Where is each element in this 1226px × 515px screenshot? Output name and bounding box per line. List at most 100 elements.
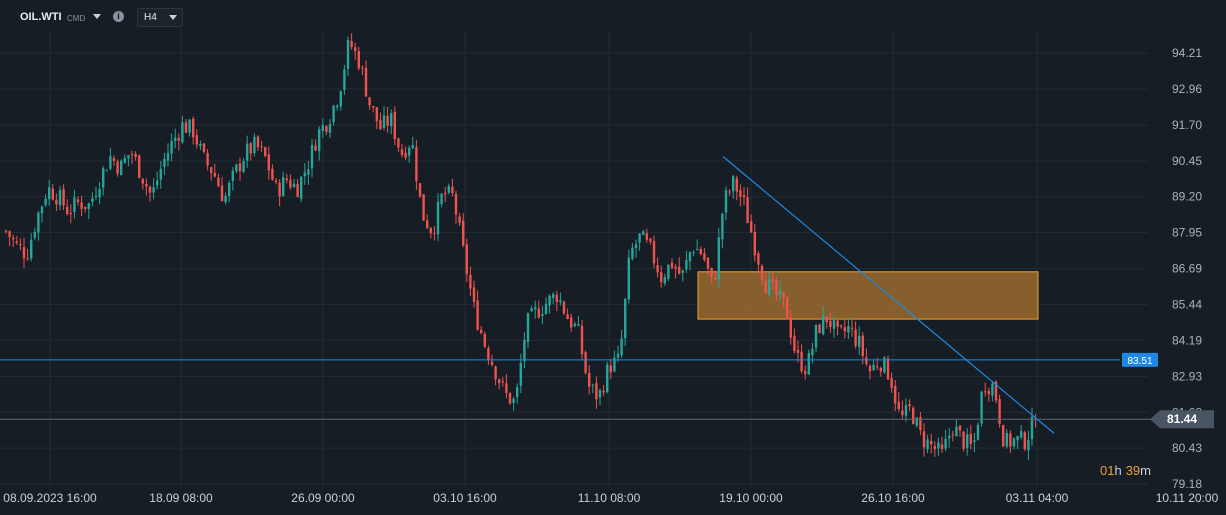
candle-bear	[62, 188, 65, 206]
candle-bear	[76, 199, 80, 202]
candle-bull	[976, 424, 980, 440]
candle-bull	[685, 260, 688, 270]
candle-bull	[778, 290, 782, 295]
candle-bear	[217, 177, 220, 187]
candle-bear	[274, 180, 278, 182]
candle-bull	[282, 177, 285, 196]
candle-bear	[112, 158, 116, 162]
candle-bear	[296, 183, 299, 198]
candle-bull	[724, 190, 728, 213]
candle-bull	[228, 182, 231, 196]
candle-bear	[148, 186, 152, 193]
candle-bull	[105, 170, 108, 172]
candle-bear	[706, 257, 710, 269]
candle-bear	[861, 335, 864, 356]
candle-bear	[742, 195, 746, 198]
candle-bear	[289, 180, 292, 188]
candle-bull	[73, 197, 76, 213]
candle-bear	[451, 186, 454, 193]
candle-bear	[645, 233, 648, 240]
candle-bull	[526, 313, 530, 342]
candle-bear	[80, 202, 83, 209]
candle-bear	[771, 279, 774, 282]
candle-bear	[897, 401, 900, 410]
candle-bear	[4, 230, 8, 232]
candle-bull	[242, 161, 245, 172]
countdown-m-unit: m	[1140, 463, 1151, 478]
candle-bear	[192, 118, 195, 138]
candle-bear	[894, 385, 897, 404]
candle-bull	[624, 298, 627, 339]
candle-bull	[717, 237, 720, 280]
y-tick-label: 85.44	[1172, 297, 1202, 311]
x-tick-label: 26.10 16:00	[861, 491, 925, 505]
candle-bear	[66, 206, 69, 215]
candle-bull	[120, 160, 123, 176]
candle-bull	[516, 386, 519, 398]
symbol-name[interactable]: OIL.WTI	[20, 11, 62, 23]
candle-bear	[854, 329, 857, 346]
candle-bear	[256, 136, 260, 148]
candle-bull	[523, 339, 526, 362]
candle-bear	[177, 138, 180, 141]
symbol-dropdown-icon[interactable]	[92, 10, 102, 22]
y-tick-label: 89.20	[1172, 190, 1202, 204]
candle-bull	[156, 180, 159, 186]
candle-bear	[469, 274, 472, 289]
candle-bull	[231, 170, 234, 182]
candle-bull	[616, 353, 620, 358]
candle-bear	[1009, 433, 1012, 447]
candle-bull	[94, 195, 98, 197]
candle-bull	[123, 158, 126, 163]
candle-bear	[796, 349, 800, 353]
candle-bull	[44, 198, 47, 205]
candle-bear	[145, 184, 148, 187]
candle-bear	[825, 316, 828, 323]
candle-bull	[811, 348, 814, 356]
candle-bear	[739, 190, 742, 197]
candle-bull	[181, 122, 184, 143]
candle-bull	[519, 362, 522, 386]
candle-bear	[494, 366, 497, 380]
candle-bull	[199, 143, 202, 146]
candle-bear	[508, 392, 512, 404]
candle-bear	[901, 410, 904, 416]
candle-bull	[336, 105, 339, 108]
info-icon[interactable]: i	[113, 11, 124, 22]
candle-bull	[552, 294, 555, 298]
candle-bull	[631, 247, 634, 259]
level-price-label: 83.51	[1127, 356, 1152, 367]
y-tick-label: 84.19	[1172, 333, 1202, 347]
x-tick-label: 03.10 16:00	[433, 491, 497, 505]
candle-bear	[930, 440, 933, 445]
bar-countdown: 01h 39m	[1100, 463, 1151, 478]
candle-bear	[386, 116, 389, 126]
candle-bear	[357, 51, 360, 69]
candle-bear	[397, 138, 400, 148]
candle-bear	[984, 391, 987, 393]
price-tags: 83.51 81.44	[1122, 352, 1214, 429]
candle-bull	[721, 213, 724, 240]
candle-bear	[670, 262, 674, 268]
candle-bull	[91, 198, 94, 202]
countdown-hours: 01	[1100, 463, 1114, 478]
candles	[4, 33, 1037, 460]
candle-bull	[310, 144, 314, 169]
candle-bear	[206, 153, 209, 166]
candle-bear	[325, 126, 328, 132]
candle-bear	[454, 194, 458, 215]
candle-bear	[652, 241, 656, 264]
candle-bear	[51, 188, 54, 200]
candle-bear	[703, 253, 706, 260]
candle-bull	[235, 164, 238, 172]
candle-bear	[994, 381, 998, 401]
candle-bull	[166, 153, 170, 161]
candle-bull	[955, 426, 958, 437]
timeframe-select[interactable]: H4	[137, 8, 183, 27]
candle-bear	[775, 279, 778, 295]
x-tick-label: 18.09 08:00	[149, 491, 213, 505]
candle-bear	[969, 433, 972, 444]
candle-bear	[458, 216, 461, 223]
candle-bull	[109, 156, 112, 169]
